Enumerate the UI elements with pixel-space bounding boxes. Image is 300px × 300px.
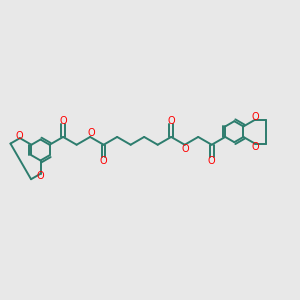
Text: O: O xyxy=(252,112,259,122)
Text: O: O xyxy=(100,156,107,166)
Text: O: O xyxy=(36,171,44,181)
Text: O: O xyxy=(252,142,259,152)
Text: O: O xyxy=(208,156,215,166)
Text: O: O xyxy=(16,131,23,141)
Text: O: O xyxy=(59,116,67,126)
Text: O: O xyxy=(87,128,95,138)
Text: O: O xyxy=(182,144,189,154)
Text: O: O xyxy=(167,116,175,126)
